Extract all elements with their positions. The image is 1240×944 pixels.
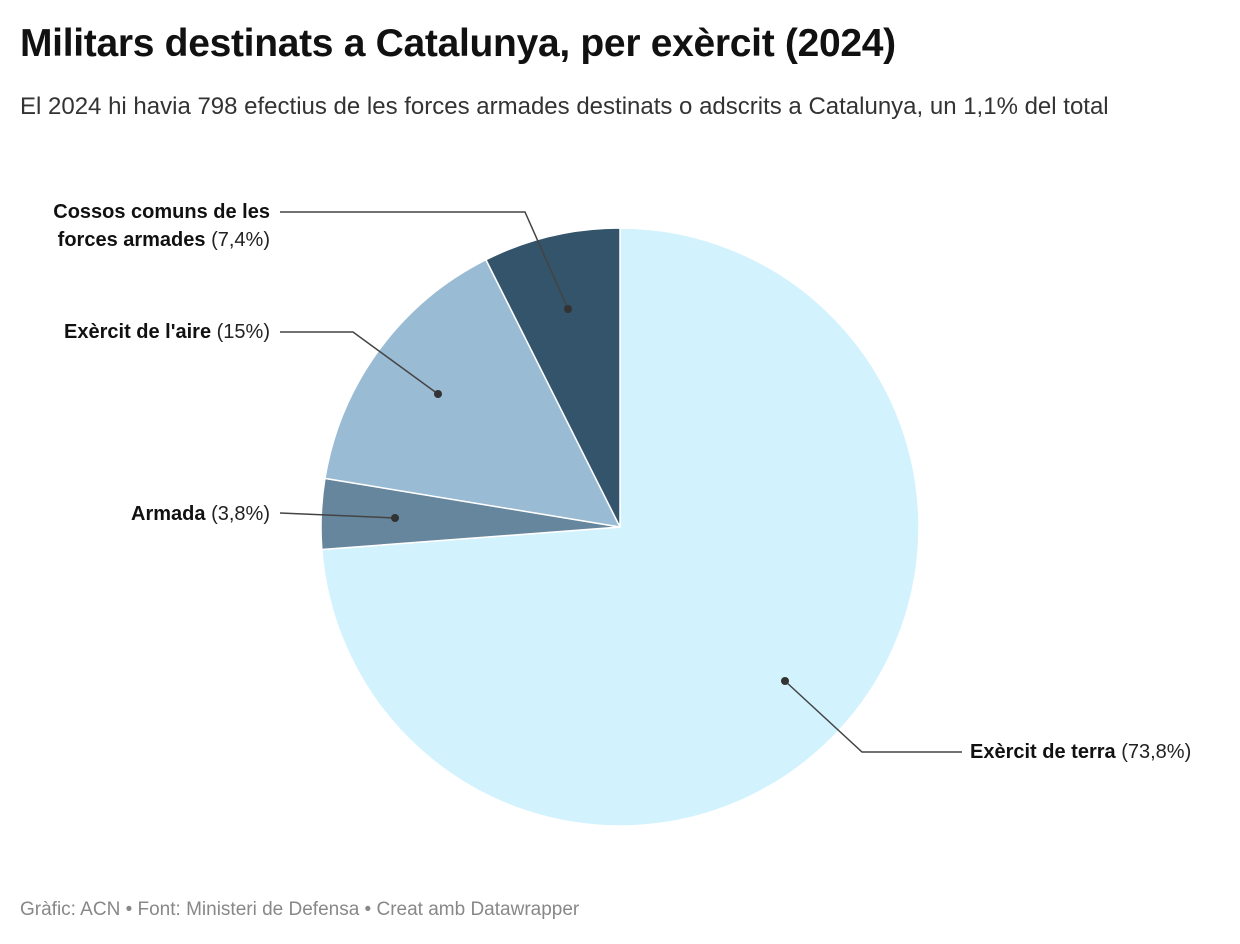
label-exercit-terra: Exèrcit de terra (73,8%) (970, 741, 1192, 763)
footer-credits: Gràfic: ACN • Font: Ministeri de Defensa… (20, 899, 580, 920)
leader-line-3 (280, 211, 569, 310)
label-armada: Armada (3,8%) (131, 503, 270, 525)
pie-slice-3 (484, 227, 621, 528)
leader-dot-3 (564, 305, 572, 313)
leader-line-0 (784, 680, 962, 753)
leader-line-1 (279, 512, 396, 519)
chart-subtitle: El 2024 hi havia 798 efectius de les for… (20, 93, 1109, 120)
leader-line-2 (280, 331, 439, 395)
leader-dot-2 (434, 390, 442, 398)
label-cossos-comuns: Cossos comuns de les forces armades (7,4… (53, 201, 270, 251)
chart-title: Militars destinats a Catalunya, per exèr… (20, 22, 896, 65)
leader-dot-1 (391, 514, 399, 522)
leader-dot-0 (781, 677, 789, 685)
label-exercit-aire: Exèrcit de l'aire (15%) (64, 321, 270, 343)
pie-slice-2 (324, 258, 622, 528)
